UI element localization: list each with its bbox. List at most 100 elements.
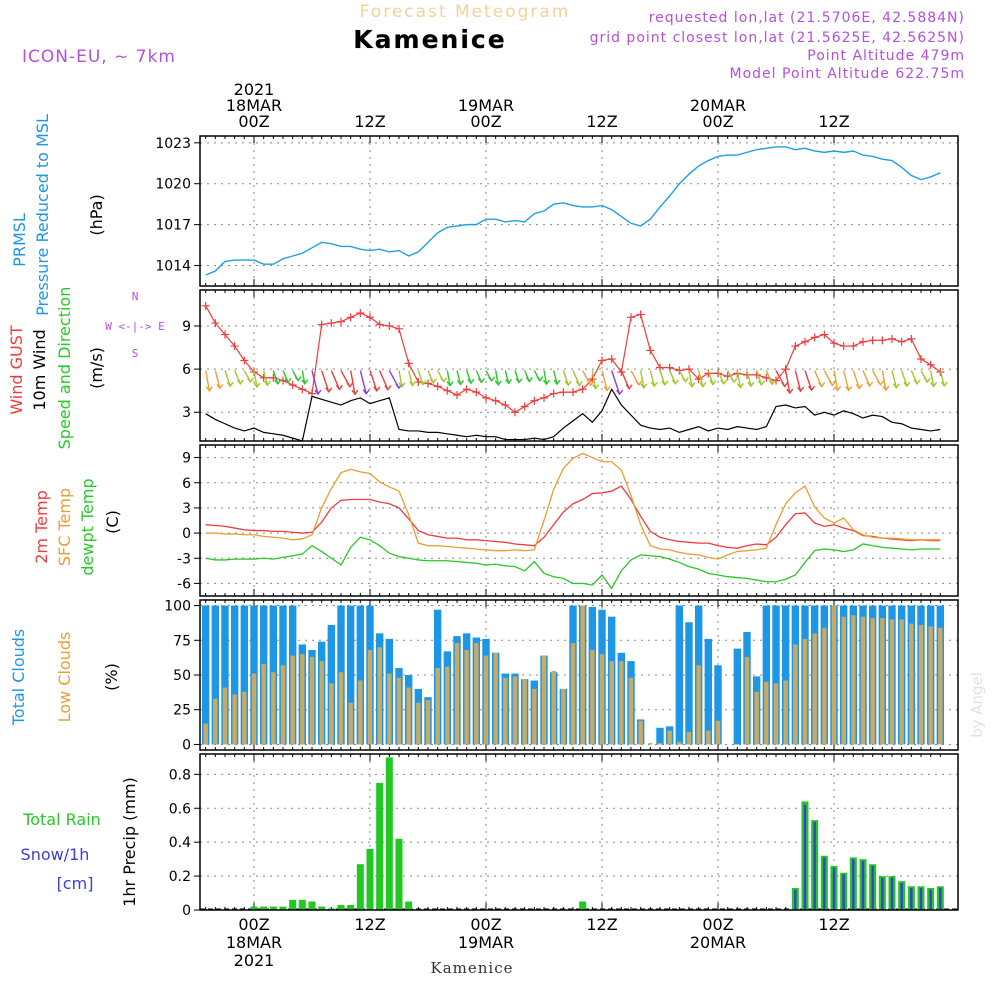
wind-arrowhead <box>650 381 658 388</box>
wind-arrowhead <box>913 379 921 386</box>
bottom-axis-label: 2021 <box>234 951 275 970</box>
wind-arrow <box>562 370 569 386</box>
gust-marker <box>346 313 355 322</box>
wind-arrowhead <box>575 380 583 387</box>
wind-arrowhead <box>786 388 794 395</box>
wind-arrow <box>881 370 887 391</box>
gust-marker <box>395 324 403 333</box>
total-cloud-bar <box>230 605 239 745</box>
wind-arrow <box>842 370 850 391</box>
wind-arrowhead <box>494 380 502 386</box>
snow-bar <box>823 857 826 910</box>
temp-sfc-line <box>205 452 941 560</box>
model-label: ICON-EU, ~ 7km <box>22 47 176 67</box>
low-cloud-bar <box>590 650 595 745</box>
temperature-ytick-label: -6 <box>177 576 191 592</box>
wind-ytick-label: 9 <box>182 319 191 335</box>
low-cloud-bar <box>686 731 692 745</box>
gust-marker <box>240 356 249 365</box>
rain-bar <box>356 864 364 910</box>
wind-arrowhead <box>226 381 234 388</box>
wind-arrow <box>504 370 510 384</box>
temperature-ytick-label: 0 <box>182 526 191 542</box>
snow-bar <box>890 877 894 910</box>
wind-arrow <box>804 370 813 391</box>
gust-marker <box>211 319 220 328</box>
gust-marker <box>317 320 326 329</box>
gust-marker <box>888 334 896 343</box>
gust-marker <box>327 319 336 328</box>
low-cloud-bar <box>358 680 363 745</box>
wind-arrow <box>620 370 630 390</box>
wind-arrowhead <box>671 379 679 386</box>
gust-marker <box>511 408 519 417</box>
rain-bar <box>366 848 374 910</box>
wind-arrow <box>321 370 330 393</box>
low-cloud-bar <box>338 672 344 745</box>
clouds-frame <box>199 599 959 751</box>
gust-marker <box>491 396 500 405</box>
low-cloud-bar <box>522 679 527 745</box>
gust-marker <box>772 376 780 385</box>
gust-marker <box>839 342 848 351</box>
wind-frame <box>199 289 959 442</box>
wind-arrowhead <box>747 381 755 388</box>
rain-bar <box>376 782 384 910</box>
low-cloud-bar <box>715 720 721 745</box>
location-title: Kamenice <box>353 25 506 54</box>
wind-arrow <box>359 370 367 394</box>
top-axis-label: 18MAR <box>226 96 282 115</box>
wind-arrows <box>204 370 948 396</box>
rain-bar <box>385 757 393 910</box>
pressure-label-2: Pressure Reduced to MSL <box>33 114 52 316</box>
total-cloud-bar <box>356 605 365 745</box>
low-cloud-bar <box>309 656 315 745</box>
wind-arrowhead <box>808 385 816 392</box>
wind-arrow <box>746 370 752 387</box>
wind-arrow <box>494 370 499 385</box>
gust-marker <box>810 333 819 342</box>
clouds-low-label: Low Clouds <box>55 632 74 723</box>
precip-ytick-label: 0.2 <box>169 869 191 885</box>
rain-bar <box>347 904 355 910</box>
wind-arrowhead <box>592 384 600 390</box>
low-cloud-bar <box>841 616 846 745</box>
compass-west-east: W <-|-> E <box>105 320 165 333</box>
wind-arrow <box>214 370 221 389</box>
low-cloud-bar <box>918 625 924 745</box>
point-altitude: Point Altitude 479m <box>807 48 965 64</box>
total-cloud-bar <box>762 605 771 745</box>
low-cloud-bar <box>696 665 701 745</box>
low-cloud-bar <box>706 730 711 745</box>
low-cloud-bar <box>483 655 489 745</box>
bottom-axis-label: 20MAR <box>690 933 746 952</box>
wind-arrow <box>852 370 861 389</box>
gust-marker <box>472 388 481 397</box>
wind-arrow <box>311 370 319 395</box>
low-cloud-bar <box>628 677 634 745</box>
low-cloud-bar <box>754 691 759 745</box>
top-axis-label: 12Z <box>586 112 617 131</box>
low-cloud-bar <box>851 615 856 745</box>
wind-arrowhead <box>903 381 911 388</box>
rain-bar <box>327 908 335 910</box>
wind-arrowhead <box>709 380 717 386</box>
wind-arrowhead <box>876 380 885 387</box>
gust-marker <box>636 310 645 319</box>
wind-arrow <box>688 370 693 387</box>
snow-bar <box>900 882 903 910</box>
low-cloud-bar <box>387 673 392 745</box>
wind-arrowhead <box>205 386 213 392</box>
precip-ytick-label: 0 <box>182 903 191 919</box>
wind-arrow <box>446 370 451 386</box>
wind-arrowhead <box>688 382 696 388</box>
wind-arrow <box>901 370 908 387</box>
gust-marker <box>907 334 916 343</box>
rain-bar <box>318 906 326 910</box>
wind-arrow <box>543 370 548 385</box>
precip-ytick-label: 0.4 <box>169 835 191 851</box>
gust-marker <box>288 380 297 389</box>
low-cloud-bar <box>271 672 276 745</box>
low-cloud-bar <box>512 676 518 745</box>
gust-marker <box>462 385 471 394</box>
